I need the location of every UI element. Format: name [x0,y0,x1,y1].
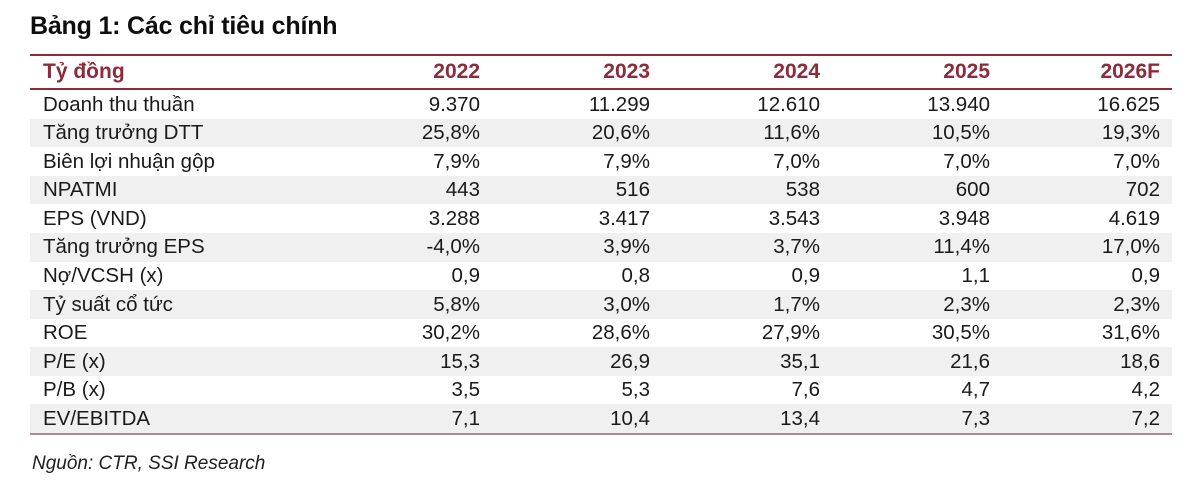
table-cell: 5,3 [621,378,651,402]
table-cell: 0,8 [621,264,651,288]
table-cell: 13,4 [780,406,820,430]
table-cell: 0,9 [451,264,481,288]
table-cell: 7,0% [943,149,990,173]
page-title: Bảng 1: Các chỉ tiêu chính [30,12,338,40]
year-header-cell: 2023 [492,55,662,91]
table-cell: 3.948 [938,206,990,230]
table-cell: 3.543 [768,206,820,230]
table-cell: 7,2 [1131,406,1161,430]
table-cell: 4,2 [1131,378,1161,402]
table-cell: 15,3 [440,349,480,373]
table-body: Doanh thu thuần 9.370 11.299 12.610 13.940 16… [30,89,1172,434]
table-cell: 16.625 [1097,92,1160,116]
table-cell: 30,2% [421,321,480,345]
table-row: P/E (x) 15,3 26,9 35,1 21,6 18,6 [30,347,1172,376]
table-cell: 538 [785,178,820,202]
table-cell: 1,1 [961,264,991,288]
table-cell: 18,6 [1120,349,1160,373]
table-cell: 7,0% [1113,149,1160,173]
table-cell: 1,7% [773,292,820,316]
table-cell: 10,4 [610,406,650,430]
header-row: Tỷ đồng 2022 2023 2024 2025 2026F [30,55,1172,91]
unit-header-cell: Tỷ đồng [30,55,322,91]
table-cell: 4,7 [961,378,991,402]
table-cell: 7,9% [433,149,480,173]
table-cell: 7,1 [451,406,481,430]
row-label: EPS (VND) [43,206,147,230]
table-cell: 28,6% [591,321,650,345]
table-cell: 25,8% [421,121,480,145]
row-label: P/E (x) [43,349,106,373]
table-cell: 600 [955,178,990,202]
table-cell: 4.619 [1108,206,1160,230]
row-label: Tỷ suất cổ tức [43,292,173,316]
table-cell: 3,0% [603,292,650,316]
row-label: Tăng trưởng EPS [43,235,205,259]
table-cell: 17,0% [1101,235,1160,259]
table-header: Tỷ đồng 2022 2023 2024 2025 2026F [30,55,1172,91]
table-cell: 443 [445,178,480,202]
row-label: Tăng trưởng DTT [43,121,204,145]
table-cell: 26,9 [610,349,650,373]
table-cell: 7,0% [773,149,820,173]
table-cell: 516 [615,178,650,202]
table-cell: 3,9% [603,235,650,259]
table-row: Tăng trưởng DTT 25,8% 20,6% 11,6% 10,5% 19,3% [30,118,1172,148]
table-cell: 5,8% [433,292,480,316]
table-cell: 11,6% [763,121,820,145]
table-cell: 702 [1125,178,1160,202]
table-cell: 9.370 [428,92,480,116]
table-cell: 7,9% [603,149,650,173]
year-header-cell: 2022 [322,55,492,91]
table-cell: 3.417 [598,206,650,230]
table-cell: 20,6% [591,121,650,145]
row-label: Biên lợi nhuận gộp [43,149,215,173]
table-row: EV/EBITDA 7,1 10,4 13,4 7,3 7,2 [30,404,1172,434]
table-cell: 11.299 [588,92,650,116]
table-cell: 12.610 [757,92,820,116]
table-cell: 0,9 [1131,264,1161,288]
key-metrics-table-wrap: Tỷ đồng 2022 2023 2024 2025 2026F Doanh … [30,54,1172,435]
table-cell: 0,9 [791,264,821,288]
table-row: Tăng trưởng EPS -4,0% 3,9% 3,7% 11,4% 17,0% [30,232,1172,262]
table-cell: -4,0% [426,235,480,259]
source-note: Nguồn: CTR, SSI Research [32,452,266,474]
table-cell: 3,7% [773,235,820,259]
row-label: NPATMI [43,178,118,202]
table-cell: 7,6 [791,378,821,402]
year-header-cell: 2024 [662,55,832,91]
table-cell: 10,5% [931,121,990,145]
year-header-cell: 2026F [1002,55,1172,91]
table-row: P/B (x) 3,5 5,3 7,6 4,7 4,2 [30,376,1172,405]
table-cell: 3,5 [451,378,481,402]
table-row: Nợ/VCSH (x) 0,9 0,8 0,9 1,1 0,9 [30,262,1172,291]
table-cell: 7,3 [961,406,991,430]
key-metrics-table: Tỷ đồng 2022 2023 2024 2025 2026F Doanh … [30,54,1172,435]
table-cell: 13.940 [927,92,990,116]
table-cell: 2,3% [1113,292,1160,316]
table-cell: 2,3% [943,292,990,316]
row-label: ROE [43,321,88,345]
year-header-cell: 2025 [832,55,1002,91]
row-label: EV/EBITDA [43,406,151,430]
table-row: Doanh thu thuần 9.370 11.299 12.610 13.940 16… [30,89,1172,119]
table-cell: 3.288 [428,206,480,230]
table-cell: 27,9% [761,321,820,345]
table-row: EPS (VND) 3.288 3.417 3.543 3.948 4.619 [30,204,1172,233]
table-row: ROE 30,2% 28,6% 27,9% 30,5% 31,6% [30,319,1172,348]
table-cell: 11,4% [933,235,990,259]
table-cell: 21,6 [950,349,990,373]
row-label: P/B (x) [43,378,106,402]
table-cell: 30,5% [931,321,990,345]
row-label: Nợ/VCSH (x) [43,264,164,288]
table-row: Tỷ suất cổ tức 5,8% 3,0% 1,7% 2,3% 2,3% [30,290,1172,319]
table-row: NPATMI 443 516 538 600 702 [30,175,1172,205]
table-cell: 19,3% [1101,121,1160,145]
table-cell: 35,1 [780,349,820,373]
report-page: Bảng 1: Các chỉ tiêu chính Tỷ đồng 2022 … [0,12,1200,502]
row-label: Doanh thu thuần [43,92,195,116]
table-cell: 31,6% [1101,321,1160,345]
table-row: Biên lợi nhuận gộp 7,9% 7,9% 7,0% 7,0% 7,0% [30,147,1172,176]
